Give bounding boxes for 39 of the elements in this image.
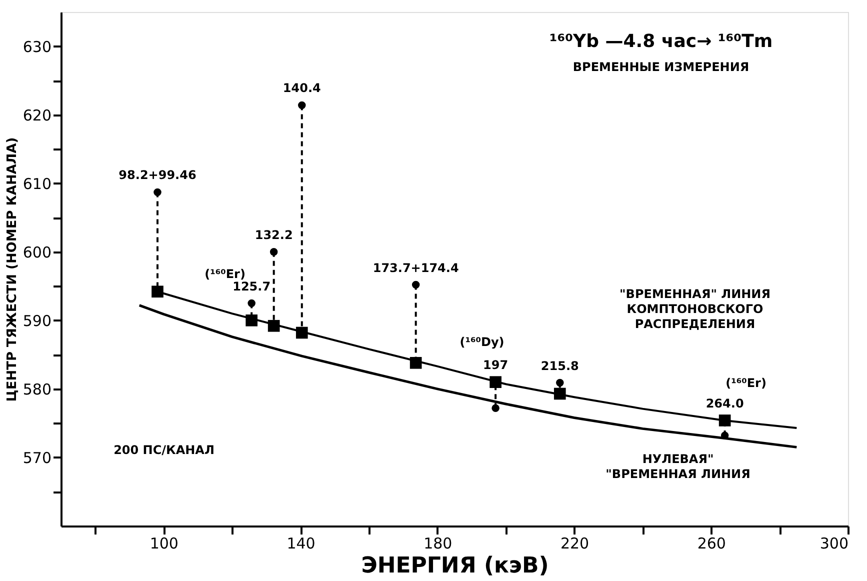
x-tick-label: 180 xyxy=(424,534,452,552)
y-axis-title: ЦЕНТР ТЯЖЕСТИ (НОМЕР КАНАЛА) xyxy=(4,137,20,402)
annotation: (¹⁶⁰Er) xyxy=(726,376,766,390)
point xyxy=(152,286,164,298)
point xyxy=(412,280,420,289)
annotation: 140.4 xyxy=(282,81,321,96)
point xyxy=(248,299,256,308)
annotation: 98.2+99.46 xyxy=(118,168,196,182)
point xyxy=(492,404,500,412)
x-tick-label: 140 xyxy=(286,534,316,552)
annotation: 197 xyxy=(483,358,508,372)
point xyxy=(154,188,162,196)
x-tick-label: 260 xyxy=(697,534,726,552)
annotation: "ВРЕМЕННАЯ" ЛИНИЯ КОМПТОНОВСКОГО РАСПРЕДЕЛЕНИЯ xyxy=(620,287,770,331)
text: ¹⁶⁰Yb —4.8 час→ ¹⁶⁰Tm xyxy=(549,31,773,52)
y-tick-label: 580 xyxy=(22,380,52,398)
annotation: 215.8 xyxy=(540,358,579,373)
y-tick-label: 590 xyxy=(22,312,52,330)
y-tick-label: 570 xyxy=(22,448,52,467)
annotation: 264.0 xyxy=(706,396,744,410)
point xyxy=(556,378,564,387)
annotation: (¹⁶⁰Dy) xyxy=(460,335,504,349)
text: ВРЕМЕННЫЕ ИЗМЕРЕНИЯ xyxy=(572,60,750,74)
x-tick-label: 300 xyxy=(820,534,848,552)
annotation: 125.7 xyxy=(232,279,271,294)
y-tick-label: 620 xyxy=(22,106,52,124)
y-tick-label: 610 xyxy=(22,174,52,193)
y-tick-label: 630 xyxy=(22,38,52,56)
point xyxy=(270,248,278,256)
x-tick-label: 100 xyxy=(150,534,178,552)
annotation: НУЛЕВАЯ" "ВРЕМЕННАЯ ЛИНИЯ xyxy=(606,452,750,481)
x-axis-title: ЭНЕРГИЯ (кэВ) xyxy=(361,554,549,578)
annotation: 200 ПС/КАНАЛ xyxy=(114,443,214,457)
y-tick-label: 600 xyxy=(22,243,52,262)
annotation: 132.2 xyxy=(254,228,293,242)
annotation: (¹⁶⁰Er) xyxy=(204,267,246,281)
annotation: 173.7+174.4 xyxy=(372,260,459,275)
x-tick-label: 220 xyxy=(560,534,590,552)
point xyxy=(298,101,306,110)
